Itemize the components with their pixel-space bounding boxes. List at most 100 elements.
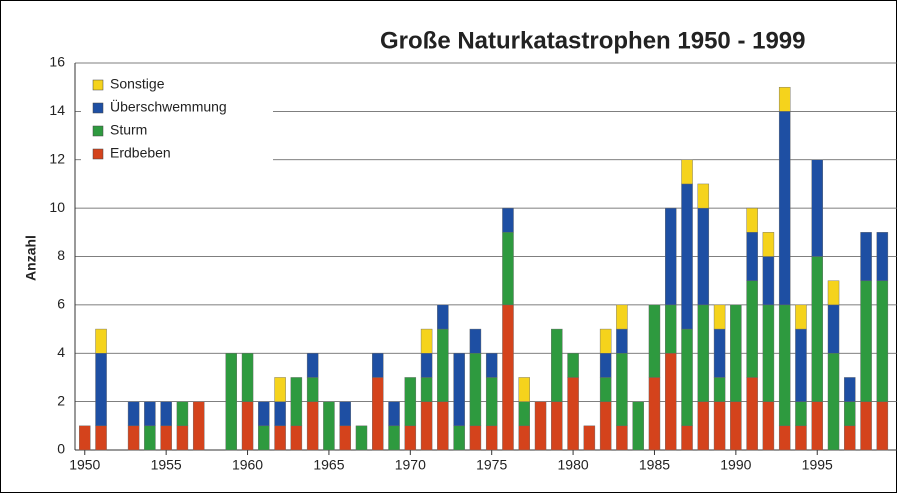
bar-segment [648,304,661,378]
bar-segment [632,401,644,451]
bar-segment [485,425,498,451]
x-tick-label: 1965 [313,457,344,473]
bar-segment [306,377,319,402]
y-tick-label: 8 [57,247,65,263]
bar-segment [681,159,693,185]
bar-segment [778,425,791,451]
bar-segment [778,111,791,306]
y-axis-label: Anzahl [23,235,39,281]
bar-segment [290,377,303,427]
y-tick-label: 14 [49,102,65,118]
bar-segment [485,377,498,427]
bar-segment [534,401,547,451]
bar-segment [274,377,286,402]
bar-segment [795,328,807,402]
bar-segment [811,256,823,402]
bar-segment [372,377,384,451]
bar-segment [648,377,661,451]
bar-segment [762,232,775,257]
bar-segment [95,353,107,427]
bar-segment [79,425,91,451]
legend-label: Sonstige [110,76,165,92]
y-tick-label: 10 [49,199,65,215]
bar-segment [583,425,596,451]
bar-segment [176,425,189,451]
legend-swatch [92,102,104,114]
bar-segment [697,401,710,451]
bar-segment [551,401,563,451]
y-tick-label: 12 [49,150,65,166]
y-tick-label: 2 [57,392,65,408]
bar-segment [258,425,270,451]
bar-segment [127,401,140,427]
bar-segment [876,232,889,281]
legend-swatch [92,79,104,91]
bar-segment [144,401,156,427]
bar-segment [323,401,335,451]
x-tick-label: 1985 [639,457,670,473]
bar-segment [844,401,856,427]
bar-segment [258,401,270,427]
bar-segment [665,304,677,354]
bar-segment [339,401,351,427]
bar-segment [160,425,172,451]
x-tick-label: 1975 [476,457,507,473]
y-tick-label: 0 [57,441,65,457]
bar-segment [567,377,579,451]
bar-segment [160,401,172,427]
x-tick-label: 1970 [395,457,426,473]
bar-segment [746,377,758,451]
bar-segment [616,425,628,451]
bar-segment [192,401,205,451]
bar-segment [469,425,482,451]
bar-segment [860,232,872,281]
x-tick-label: 1980 [558,457,589,473]
bar-segment [876,280,889,402]
bar-segment [420,377,433,402]
bar-segment [306,401,319,451]
bar-segment [876,401,889,451]
bar-segment [713,377,726,402]
bar-segment [306,353,319,378]
x-tick-label: 1960 [232,457,263,473]
bar-segment [827,280,840,306]
bar-segment [274,425,286,451]
bar-segment [616,304,628,330]
bar-segment [681,425,693,451]
bar-segment [241,353,254,402]
x-tick-label: 1995 [802,457,833,473]
bar-segment [665,207,677,306]
bar-segment [144,425,156,451]
bar-segment [746,280,758,378]
bar-segment [453,425,465,451]
bar-segment [518,425,530,451]
bar-segment [746,232,758,281]
x-tick-label: 1950 [69,457,100,473]
bar-segment [616,353,628,427]
bar-segment [518,401,530,427]
y-tick-label: 4 [57,344,65,360]
bar-segment [567,353,579,378]
bar-segment [469,353,482,427]
x-tick-label: 1955 [151,457,182,473]
bar-segment [860,280,872,402]
bar-segment [599,353,612,378]
bar-segment [778,86,791,112]
bar-segment [697,304,710,402]
bar-segment [844,377,856,402]
bar-segment [518,377,530,402]
bar-segment [730,304,742,402]
bar-segment [339,425,351,451]
bar-segment [420,353,433,378]
bar-segment [241,401,254,451]
bar-segment [502,304,514,451]
bar-segment [437,328,449,402]
bar-segment [681,183,693,330]
bar-segment [599,328,612,354]
bar-segment [762,304,775,402]
bar-segment [290,425,303,451]
y-tick-label: 6 [57,296,65,312]
bar-segment [746,207,758,233]
bar-segment [502,232,514,306]
bar-segment [811,401,823,451]
